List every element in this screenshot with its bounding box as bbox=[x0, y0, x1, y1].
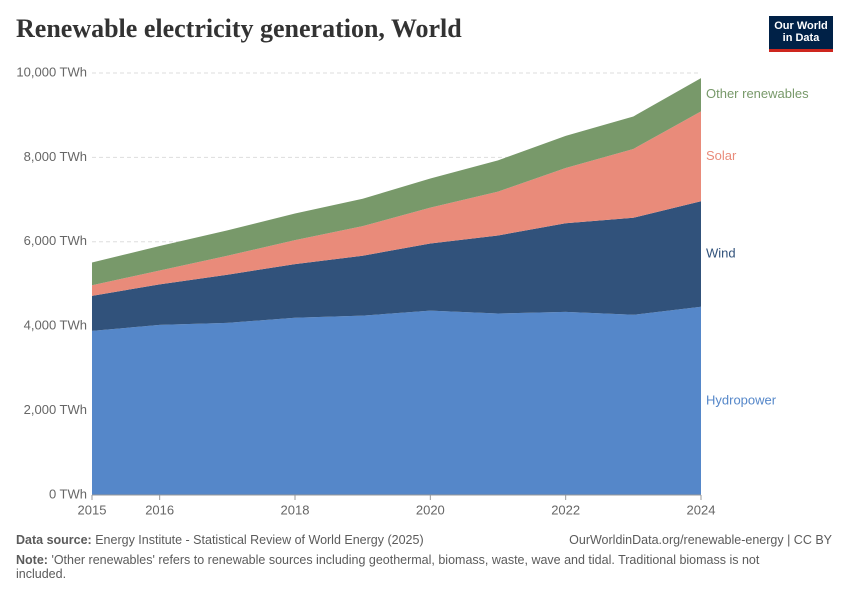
area bbox=[92, 201, 701, 331]
y-tick-label: 0 TWh bbox=[49, 486, 87, 501]
x-tick-label: 2015 bbox=[78, 502, 107, 517]
url[interactable]: OurWorldinData.org/renewable-energy | CC… bbox=[569, 533, 832, 547]
y-tick-label: 6,000 TWh bbox=[24, 233, 87, 248]
series-label: Solar bbox=[706, 148, 737, 163]
note-label: Note: bbox=[16, 553, 48, 567]
y-tick-label: 2,000 TWh bbox=[24, 402, 87, 417]
y-tick-label: 8,000 TWh bbox=[24, 149, 87, 164]
y-tick-label: 4,000 TWh bbox=[24, 318, 87, 333]
chart-title: Renewable electricity generation, World bbox=[16, 14, 462, 43]
series-label: Other renewables bbox=[706, 86, 809, 101]
series-label: Hydropower bbox=[706, 392, 777, 407]
x-tick-label: 2016 bbox=[145, 502, 174, 517]
x-tick-label: 2022 bbox=[551, 502, 580, 517]
x-tick-label: 2018 bbox=[281, 502, 310, 517]
chart: 0 TWh 2,000 TWh 4,000 TWh 6,000 TWh 8,000 TW… bbox=[16, 64, 809, 517]
note: Note: 'Other renewables' refers to renew… bbox=[16, 553, 806, 581]
note-text: 'Other renewables' refers to renewable s… bbox=[16, 553, 760, 581]
x-tick-label: 2024 bbox=[687, 502, 716, 517]
logo[interactable]: Our World in Data bbox=[769, 16, 833, 52]
source-text: Energy Institute - Statistical Review of… bbox=[95, 533, 424, 547]
y-tick-label: 10,000 TWh bbox=[16, 64, 87, 79]
area bbox=[92, 78, 701, 286]
source-label: Data source: bbox=[16, 533, 92, 547]
x-tick-label: 2020 bbox=[416, 502, 445, 517]
area bbox=[92, 306, 701, 495]
source: Data source: Energy Institute - Statisti… bbox=[16, 533, 424, 547]
area bbox=[92, 111, 701, 296]
series-label: Wind bbox=[706, 245, 736, 260]
